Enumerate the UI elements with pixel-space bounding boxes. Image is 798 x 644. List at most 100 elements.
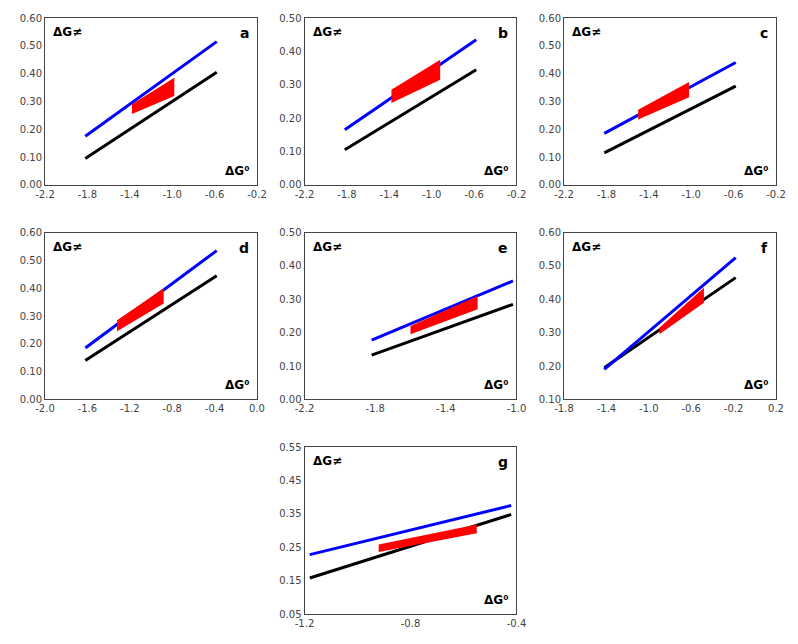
svg-text:b: b: [498, 25, 508, 41]
svg-text:0.10: 0.10: [20, 152, 42, 163]
svg-text:0.30: 0.30: [20, 96, 42, 107]
svg-text:0.60: 0.60: [20, 227, 42, 238]
svg-text:0.20: 0.20: [539, 124, 561, 135]
svg-text:-1.4: -1.4: [120, 189, 140, 200]
svg-text:0.20: 0.20: [279, 327, 301, 338]
svg-text:-0.8: -0.8: [162, 403, 182, 414]
svg-text:-1.0: -1.0: [507, 403, 527, 414]
svg-text:0.50: 0.50: [279, 13, 301, 24]
svg-text:ΔG≠: ΔG≠: [53, 25, 82, 39]
svg-text:0.00: 0.00: [20, 179, 42, 190]
svg-text:-1.8: -1.8: [554, 403, 574, 414]
svg-text:a: a: [240, 25, 249, 41]
svg-text:0.20: 0.20: [20, 338, 42, 349]
svg-text:ΔG⁰: ΔG⁰: [225, 378, 249, 392]
svg-text:-2.2: -2.2: [295, 189, 315, 200]
svg-text:-0.4: -0.4: [205, 403, 225, 414]
svg-text:e: e: [498, 240, 508, 256]
svg-text:ΔG⁰: ΔG⁰: [484, 378, 508, 392]
svg-text:0.60: 0.60: [539, 13, 561, 24]
svg-text:0.50: 0.50: [20, 255, 42, 266]
svg-text:-0.2: -0.2: [507, 189, 527, 200]
svg-text:-1.0: -1.0: [681, 189, 701, 200]
svg-text:0.00: 0.00: [539, 179, 561, 190]
svg-text:ΔG≠: ΔG≠: [313, 25, 342, 39]
svg-text:0.10: 0.10: [539, 394, 561, 405]
svg-text:-1.8: -1.8: [337, 189, 357, 200]
svg-text:-1.4: -1.4: [436, 403, 456, 414]
svg-text:0.10: 0.10: [539, 152, 561, 163]
svg-text:ΔG≠: ΔG≠: [313, 240, 342, 254]
svg-text:-0.2: -0.2: [766, 189, 786, 200]
svg-text:-0.4: -0.4: [507, 618, 527, 629]
svg-text:ΔG⁰: ΔG⁰: [484, 593, 508, 607]
svg-text:-1.8: -1.8: [78, 189, 98, 200]
svg-text:-1.0: -1.0: [422, 189, 442, 200]
svg-text:0.15: 0.15: [279, 575, 301, 586]
svg-text:0.00: 0.00: [20, 394, 42, 405]
svg-text:0.35: 0.35: [279, 508, 301, 519]
svg-text:0.10: 0.10: [279, 146, 301, 157]
svg-text:-1.2: -1.2: [120, 403, 140, 414]
svg-text:ΔG⁰: ΔG⁰: [484, 164, 508, 178]
svg-text:0.10: 0.10: [279, 361, 301, 372]
svg-text:-0.6: -0.6: [464, 189, 484, 200]
svg-text:ΔG≠: ΔG≠: [313, 454, 342, 468]
svg-text:0.60: 0.60: [539, 227, 561, 238]
svg-text:-1.4: -1.4: [380, 189, 400, 200]
svg-text:-1.2: -1.2: [295, 618, 315, 629]
svg-text:0.20: 0.20: [20, 124, 42, 135]
svg-text:0.40: 0.40: [20, 68, 42, 79]
svg-text:0.40: 0.40: [20, 283, 42, 294]
svg-text:0.20: 0.20: [279, 113, 301, 124]
svg-text:0.40: 0.40: [539, 294, 561, 305]
svg-text:0.0: 0.0: [249, 403, 265, 414]
svg-text:-0.6: -0.6: [205, 189, 225, 200]
svg-text:ΔG⁰: ΔG⁰: [744, 378, 768, 392]
svg-text:-0.2: -0.2: [247, 189, 267, 200]
svg-text:-2.2: -2.2: [295, 403, 315, 414]
svg-text:c: c: [760, 25, 768, 41]
svg-text:0.25: 0.25: [279, 542, 301, 553]
svg-text:-2.2: -2.2: [35, 189, 55, 200]
svg-text:-2.0: -2.0: [35, 403, 55, 414]
svg-text:ΔG⁰: ΔG⁰: [225, 164, 249, 178]
svg-text:-1.4: -1.4: [639, 189, 659, 200]
svg-text:ΔG⁰: ΔG⁰: [744, 164, 768, 178]
svg-text:0.50: 0.50: [539, 40, 561, 51]
svg-text:0.45: 0.45: [279, 475, 301, 486]
svg-text:-0.6: -0.6: [724, 189, 744, 200]
svg-text:-0.2: -0.2: [724, 403, 744, 414]
svg-text:f: f: [761, 240, 768, 256]
svg-text:-1.0: -1.0: [162, 189, 182, 200]
svg-text:-1.6: -1.6: [78, 403, 98, 414]
svg-text:0.40: 0.40: [539, 68, 561, 79]
svg-text:0.10: 0.10: [20, 366, 42, 377]
svg-text:0.50: 0.50: [539, 260, 561, 271]
svg-text:0.30: 0.30: [279, 79, 301, 90]
svg-text:0.50: 0.50: [20, 40, 42, 51]
svg-text:0.00: 0.00: [279, 179, 301, 190]
svg-text:ΔG≠: ΔG≠: [53, 240, 82, 254]
svg-text:-1.0: -1.0: [639, 403, 659, 414]
svg-text:-1.8: -1.8: [597, 189, 617, 200]
svg-text:-1.4: -1.4: [597, 403, 617, 414]
svg-text:0.40: 0.40: [279, 46, 301, 57]
svg-text:0.00: 0.00: [279, 394, 301, 405]
svg-text:d: d: [239, 240, 249, 256]
svg-text:0.30: 0.30: [539, 327, 561, 338]
svg-text:-0.8: -0.8: [401, 618, 421, 629]
svg-text:0.40: 0.40: [279, 260, 301, 271]
svg-text:0.30: 0.30: [20, 311, 42, 322]
svg-text:g: g: [498, 454, 508, 470]
svg-text:0.50: 0.50: [279, 227, 301, 238]
svg-text:0.55: 0.55: [279, 442, 301, 453]
svg-text:0.2: 0.2: [768, 403, 784, 414]
svg-text:0.30: 0.30: [539, 96, 561, 107]
svg-text:-1.8: -1.8: [365, 403, 385, 414]
svg-text:ΔG≠: ΔG≠: [572, 25, 601, 39]
svg-text:0.60: 0.60: [20, 13, 42, 24]
svg-text:-2.2: -2.2: [554, 189, 574, 200]
svg-text:0.05: 0.05: [279, 609, 301, 620]
svg-text:ΔG≠: ΔG≠: [572, 240, 601, 254]
